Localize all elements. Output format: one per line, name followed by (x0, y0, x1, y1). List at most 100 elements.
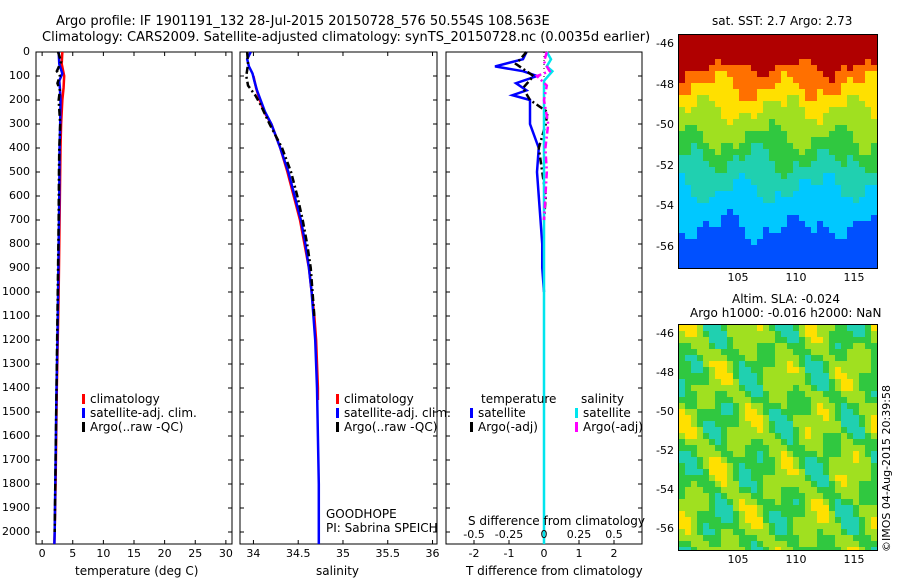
heat-cell (697, 35, 703, 41)
heat-cell (853, 149, 859, 155)
heat-cell (793, 35, 799, 41)
heat-cell (799, 421, 805, 427)
heat-cell (727, 197, 733, 203)
heat-cell (727, 487, 733, 493)
heat-cell (739, 47, 745, 53)
heat-cell (841, 119, 847, 125)
heat-cell (709, 77, 715, 83)
heat-cell (823, 481, 829, 487)
depth-tick-label: 1800 (2, 477, 30, 490)
heat-cell (679, 227, 685, 233)
heat-cell (703, 209, 709, 215)
heat-cell (841, 41, 847, 47)
depth-tick-label: 2000 (2, 525, 30, 538)
heat-cell (745, 349, 751, 355)
heat-cell (811, 101, 817, 107)
heat-cell (871, 343, 877, 349)
heat-cell (769, 439, 775, 445)
heat-cell (697, 409, 703, 415)
heat-cell (679, 373, 685, 379)
heat-cell (841, 179, 847, 185)
heat-cell (859, 215, 865, 221)
heat-cell (679, 511, 685, 517)
heat-cell (751, 53, 757, 59)
heat-cell (763, 263, 769, 268)
heat-cell (865, 197, 871, 203)
heat-cell (865, 221, 871, 227)
heat-cell (811, 77, 817, 83)
heat-cell (733, 191, 739, 197)
heat-cell (775, 463, 781, 469)
heat-cell (787, 203, 793, 209)
heat-cell (757, 35, 763, 41)
heat-cell (697, 439, 703, 445)
heat-cell (859, 227, 865, 233)
heat-cell (739, 221, 745, 227)
heat-cell (775, 95, 781, 101)
heat-cell (733, 499, 739, 505)
heat-cell (769, 547, 775, 550)
heat-cell (745, 161, 751, 167)
heat-cell (781, 161, 787, 167)
heat-cell (799, 361, 805, 367)
heat-cell (811, 535, 817, 541)
heat-cell (715, 131, 721, 137)
heat-cell (865, 149, 871, 155)
heat-cell (769, 173, 775, 179)
heat-cell (721, 421, 727, 427)
depth-tick-label: 1000 (2, 285, 30, 298)
heat-cell (751, 397, 757, 403)
heat-cell (733, 65, 739, 71)
heat-cell (793, 125, 799, 131)
heat-cell (823, 167, 829, 173)
heat-cell (841, 89, 847, 95)
heat-cell (853, 215, 859, 221)
heat-cell (715, 41, 721, 47)
heat-cell (853, 203, 859, 209)
heat-cell (793, 83, 799, 89)
heat-cell (727, 215, 733, 221)
heat-cell (811, 53, 817, 59)
heat-cell (823, 209, 829, 215)
heat-cell (775, 143, 781, 149)
heat-cell (865, 463, 871, 469)
heat-cell (751, 349, 757, 355)
heat-cell (829, 173, 835, 179)
heat-cell (685, 185, 691, 191)
heat-cell (805, 361, 811, 367)
heat-cell (847, 463, 853, 469)
heat-cell (703, 89, 709, 95)
heat-cell (859, 59, 865, 65)
heat-cell (757, 523, 763, 529)
heat-cell (679, 59, 685, 65)
heat-cell (799, 397, 805, 403)
heat-cell (781, 125, 787, 131)
heat-cell (811, 173, 817, 179)
heat-cell (769, 101, 775, 107)
heat-cell (793, 463, 799, 469)
x-tick-label: 30 (218, 547, 233, 560)
heat-cell (847, 215, 853, 221)
heat-cell (685, 131, 691, 137)
heat-cell (859, 89, 865, 95)
x-tick-label: 20 (157, 547, 172, 560)
heat-cell (871, 191, 877, 197)
heat-cell (679, 529, 685, 535)
heat-cell (715, 337, 721, 343)
heat-cell (823, 379, 829, 385)
heat-cell (829, 523, 835, 529)
heat-cell (817, 83, 823, 89)
heat-cell (793, 149, 799, 155)
heat-cell (691, 451, 697, 457)
heat-cell (829, 421, 835, 427)
heat-cell (787, 439, 793, 445)
heat-cell (775, 337, 781, 343)
heat-cell (745, 487, 751, 493)
heat-cell (679, 457, 685, 463)
heat-cell (775, 209, 781, 215)
heat-cell (787, 215, 793, 221)
heat-cell (799, 125, 805, 131)
heat-cell (691, 433, 697, 439)
heat-cell (817, 397, 823, 403)
heat-cell (763, 221, 769, 227)
